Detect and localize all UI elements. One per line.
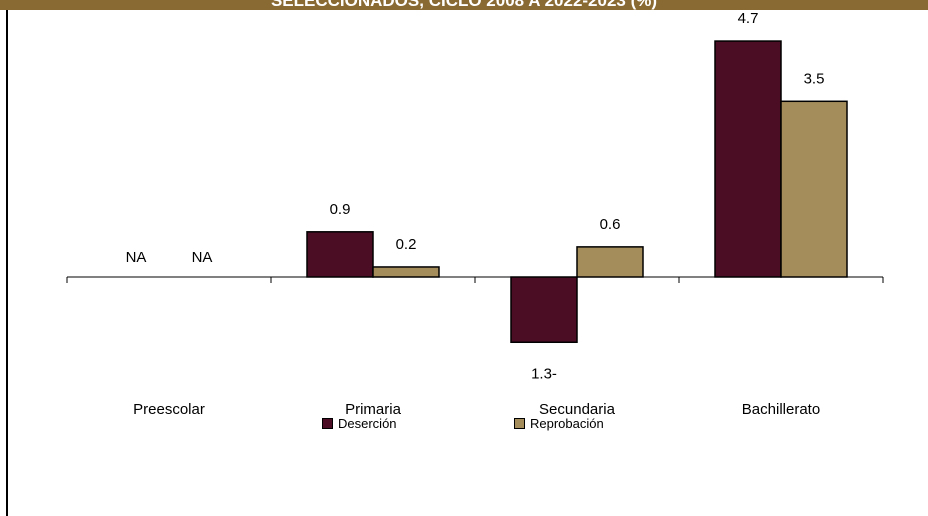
legend-swatch-desercion (322, 418, 333, 429)
data-label-desercin-1: 0.9 (330, 201, 351, 218)
data-label-reprobacin-2: 0.6 (600, 216, 621, 233)
data-label-reprobacin-0: NA (192, 249, 213, 266)
legend-label-reprobacion: Reprobación (530, 416, 604, 431)
data-label-desercin-0: NA (126, 249, 147, 266)
data-label-desercin-3: 4.7 (738, 10, 759, 27)
legend-label-desercion: Deserción (338, 416, 397, 431)
bar-reprobacin-2 (576, 246, 644, 278)
chart-title: SELECCIONADOS, CICLO 2008 A 2022-2023 (%… (270, 0, 658, 10)
legend-item-reprobacion: Reprobación (514, 416, 604, 431)
bar-desercin-2 (510, 276, 578, 344)
bar-desercin-1 (306, 231, 374, 278)
legend-swatch-reprobacion (514, 418, 525, 429)
bar-reprobacin-1 (372, 266, 440, 278)
legend-item-desercion: Deserción (322, 416, 397, 431)
bar-desercin-3 (714, 40, 782, 278)
title-band: SELECCIONADOS, CICLO 2008 A 2022-2023 (%… (0, 0, 928, 10)
category-label-secundaria: Secundaria (539, 401, 616, 418)
data-label-desercin-2: 1.3- (531, 365, 557, 382)
frame-left-border (6, 10, 8, 516)
data-label-reprobacin-1: 0.2 (396, 236, 417, 253)
category-label-preescolar: Preescolar (133, 401, 205, 418)
category-label-primaria: Primaria (345, 401, 401, 418)
category-label-bachillerato: Bachillerato (742, 401, 820, 418)
data-label-reprobacin-3: 3.5 (804, 70, 825, 87)
bar-reprobacin-3 (780, 100, 848, 278)
